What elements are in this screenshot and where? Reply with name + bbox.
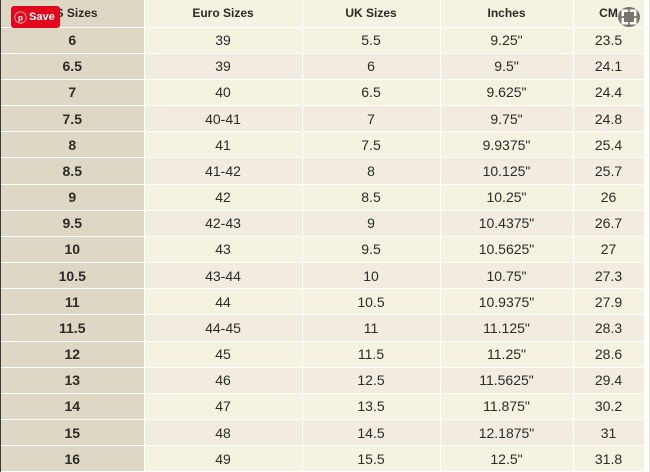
svg-text:p: p: [18, 13, 23, 22]
